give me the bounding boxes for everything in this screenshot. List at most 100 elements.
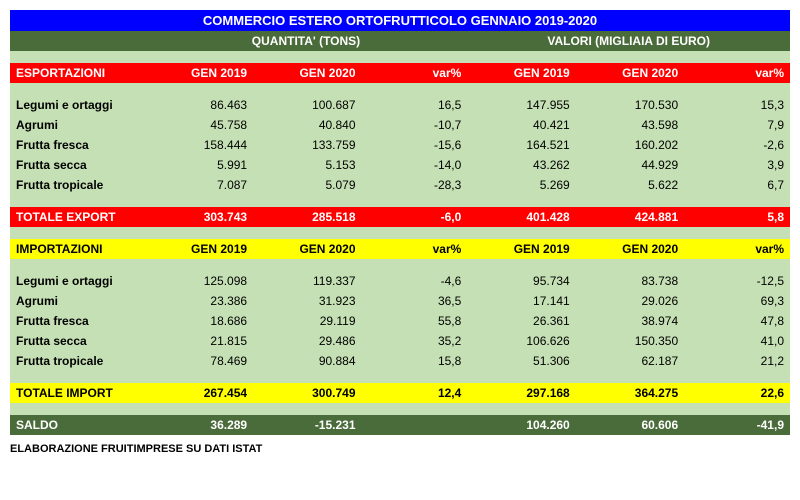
cell: 164.521 [467, 135, 575, 155]
cell: 21.815 [145, 331, 253, 351]
col-header: GEN 2019 [467, 239, 575, 259]
cell: 17.141 [467, 291, 575, 311]
cell: Frutta fresca [10, 311, 145, 331]
cell: 285.518 [253, 207, 361, 227]
cell: 43.262 [467, 155, 575, 175]
cell: -15.231 [253, 415, 361, 435]
table-row: Agrumi23.38631.92336,517.14129.02669,3 [10, 291, 790, 311]
cell: 7.087 [145, 175, 253, 195]
cell: 51.306 [467, 351, 575, 371]
cell: 267.454 [145, 383, 253, 403]
cell: 69,3 [684, 291, 790, 311]
cell: Frutta secca [10, 155, 145, 175]
cell: 45.758 [145, 115, 253, 135]
col-header: var% [362, 239, 468, 259]
table-row: Frutta secca5.9915.153-14,043.26244.9293… [10, 155, 790, 175]
cell: 78.469 [145, 351, 253, 371]
col-header: GEN 2019 [467, 63, 575, 83]
cell [362, 415, 468, 435]
cell: 55,8 [362, 311, 468, 331]
cell: 38.974 [576, 311, 684, 331]
table-row: Frutta fresca18.68629.11955,826.36138.97… [10, 311, 790, 331]
cell: Frutta tropicale [10, 351, 145, 371]
cell: -28,3 [362, 175, 468, 195]
col-header: var% [684, 63, 790, 83]
table-row: Frutta tropicale78.46990.88415,851.30662… [10, 351, 790, 371]
cell: 160.202 [576, 135, 684, 155]
cell: 125.098 [145, 271, 253, 291]
cell: 22,6 [684, 383, 790, 403]
cell: -41,9 [684, 415, 790, 435]
cell: Frutta tropicale [10, 175, 145, 195]
cell: -14,0 [362, 155, 468, 175]
col-header: var% [684, 239, 790, 259]
table-title: COMMERCIO ESTERO ORTOFRUTTICOLO GENNAIO … [10, 10, 790, 31]
import-section-label: IMPORTAZIONI [10, 239, 145, 259]
cell: 5,8 [684, 207, 790, 227]
cell: 29.486 [253, 331, 361, 351]
cell: 5.991 [145, 155, 253, 175]
cell: -4,6 [362, 271, 468, 291]
cell: 40.421 [467, 115, 575, 135]
col-header: GEN 2020 [253, 239, 361, 259]
cell: 29.026 [576, 291, 684, 311]
cell: 300.749 [253, 383, 361, 403]
cell: 401.428 [467, 207, 575, 227]
table-row: Frutta fresca158.444133.759-15,6164.5211… [10, 135, 790, 155]
cell: 62.187 [576, 351, 684, 371]
cell: -2,6 [684, 135, 790, 155]
cell: 29.119 [253, 311, 361, 331]
value-header: VALORI (MIGLIAIA DI EURO) [467, 31, 790, 51]
cell: 36,5 [362, 291, 468, 311]
table-row: Frutta tropicale7.0875.079-28,35.2695.62… [10, 175, 790, 195]
cell: -15,6 [362, 135, 468, 155]
cell: 83.738 [576, 271, 684, 291]
cell: 5.622 [576, 175, 684, 195]
cell: Frutta fresca [10, 135, 145, 155]
table-row: Frutta secca21.81529.48635,2106.626150.3… [10, 331, 790, 351]
cell: 104.260 [467, 415, 575, 435]
cell: 150.350 [576, 331, 684, 351]
cell: 16,5 [362, 95, 468, 115]
col-header: GEN 2020 [576, 63, 684, 83]
cell: Agrumi [10, 291, 145, 311]
cell: 158.444 [145, 135, 253, 155]
cell: 424.881 [576, 207, 684, 227]
col-header: GEN 2020 [253, 63, 361, 83]
cell: 12,4 [362, 383, 468, 403]
col-header: GEN 2019 [145, 63, 253, 83]
quantity-header: QUANTITA' (TONS) [145, 31, 468, 51]
saldo-label: SALDO [10, 415, 145, 435]
cell: 86.463 [145, 95, 253, 115]
cell: 5.079 [253, 175, 361, 195]
footer-note: ELABORAZIONE FRUITIMPRESE SU DATI ISTAT [10, 443, 790, 455]
cell: 60.606 [576, 415, 684, 435]
cell: 41,0 [684, 331, 790, 351]
cell: 5.153 [253, 155, 361, 175]
cell: 23.386 [145, 291, 253, 311]
cell: 43.598 [576, 115, 684, 135]
cell: 18.686 [145, 311, 253, 331]
cell: 36.289 [145, 415, 253, 435]
cell: 90.884 [253, 351, 361, 371]
cell: Legumi e ortaggi [10, 271, 145, 291]
cell: -12,5 [684, 271, 790, 291]
col-header: GEN 2019 [145, 239, 253, 259]
import-total-label: TOTALE IMPORT [10, 383, 145, 403]
cell: 95.734 [467, 271, 575, 291]
col-header: var% [362, 63, 468, 83]
table-row: Agrumi45.75840.840-10,740.42143.5987,9 [10, 115, 790, 135]
cell: 47,8 [684, 311, 790, 331]
cell: 6,7 [684, 175, 790, 195]
cell: 147.955 [467, 95, 575, 115]
cell: 44.929 [576, 155, 684, 175]
cell: 21,2 [684, 351, 790, 371]
col-header: GEN 2020 [576, 239, 684, 259]
cell: 31.923 [253, 291, 361, 311]
export-total-label: TOTALE EXPORT [10, 207, 145, 227]
cell: -10,7 [362, 115, 468, 135]
cell: 40.840 [253, 115, 361, 135]
cell: 7,9 [684, 115, 790, 135]
cell: Legumi e ortaggi [10, 95, 145, 115]
trade-data-table: COMMERCIO ESTERO ORTOFRUTTICOLO GENNAIO … [10, 10, 790, 435]
